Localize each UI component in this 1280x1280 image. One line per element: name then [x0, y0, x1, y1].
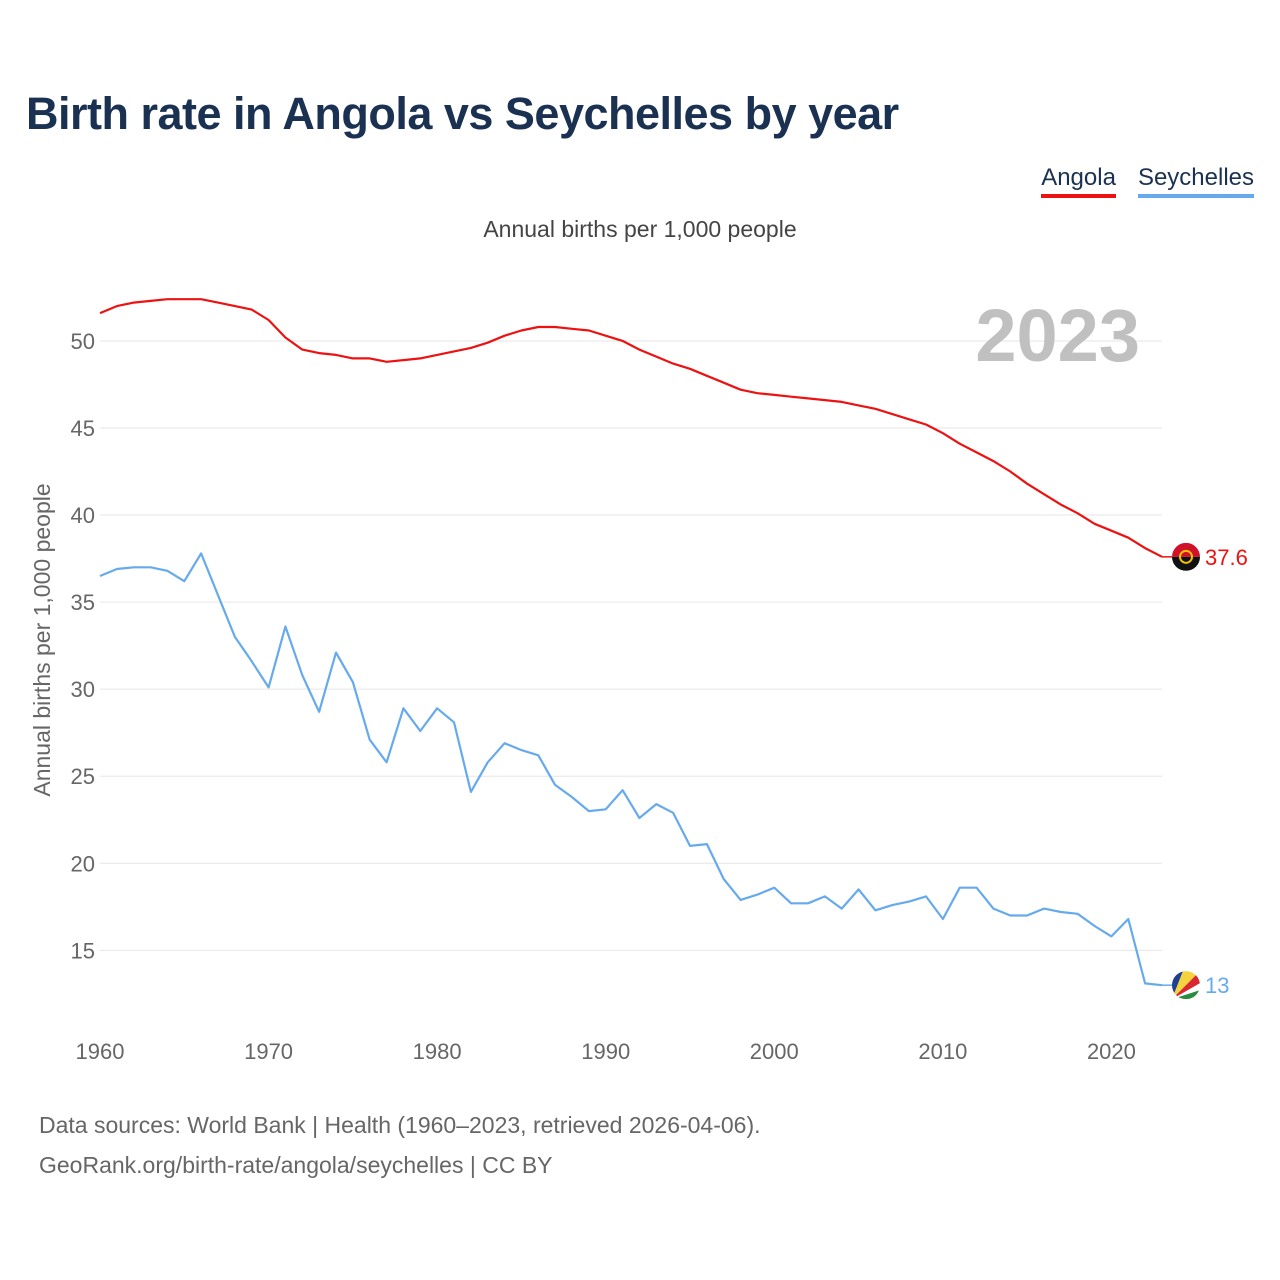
y-tick-label: 40: [71, 503, 95, 528]
x-tick-label: 1960: [76, 1039, 125, 1064]
legend-item-seychelles[interactable]: Seychelles: [1137, 164, 1254, 199]
legend: Angola Seychelles: [1041, 164, 1254, 199]
x-tick-label: 2010: [918, 1039, 967, 1064]
y-tick-label: 50: [71, 329, 95, 354]
series-line-angola: [99, 298, 1163, 558]
x-tick-label: 1980: [413, 1039, 462, 1064]
series-line-seychelles: [99, 552, 1163, 987]
y-tick-label: 35: [71, 590, 95, 615]
footer: Data sources: World Bank | Health (1960–…: [39, 1105, 761, 1185]
x-tick-label: 2000: [750, 1039, 799, 1064]
y-tick-label: 30: [71, 677, 95, 702]
y-axis-label: Annual births per 1,000 people: [29, 483, 55, 796]
series-layer: [99, 298, 1163, 987]
footer-link[interactable]: GeoRank.org/birth-rate/angola/seychelles…: [39, 1152, 553, 1178]
y-tick-label: 20: [71, 851, 95, 876]
chart-subtitle: Annual births per 1,000 people: [483, 216, 797, 242]
seychelles-flag-icon: [1172, 971, 1200, 1000]
end-value-label-angola: 37.6: [1205, 545, 1248, 570]
x-tick-label: 2020: [1087, 1039, 1136, 1064]
end-value-label-seychelles: 13: [1205, 973, 1229, 998]
line-chart: 15 20 25 30 35 40 45 50 1960 1970 1980 1990 2000 201…: [29, 294, 1248, 1064]
y-tick-label: 45: [71, 416, 95, 441]
footer-sources: Data sources: World Bank | Health (1960–…: [39, 1112, 761, 1138]
x-tick-label: 1990: [581, 1039, 630, 1064]
chart-title: Birth rate in Angola vs Seychelles by ye…: [26, 88, 899, 139]
y-tick-label: 15: [71, 938, 95, 963]
y-axis-ticks: 15 20 25 30 35 40 45 50: [71, 329, 95, 963]
gridlines: [100, 340, 1162, 951]
angola-flag-icon: [1172, 542, 1200, 571]
end-markers: 37.6 13: [1162, 542, 1248, 1000]
legend-item-angola[interactable]: Angola: [1041, 164, 1116, 199]
x-axis-ticks: 1960 1970 1980 1990 2000 2010 2020: [76, 1039, 1136, 1064]
year-watermark: 2023: [975, 294, 1140, 377]
x-tick-label: 1970: [244, 1039, 293, 1064]
y-tick-label: 25: [71, 764, 95, 789]
